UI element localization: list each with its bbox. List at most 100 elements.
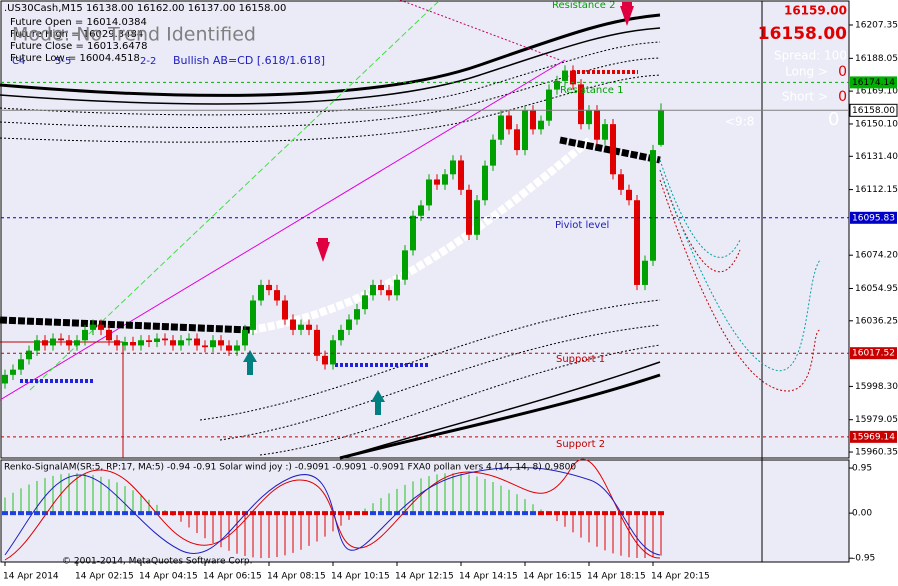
signal-dot [146,511,152,516]
y-tick-label: 16074.20 [855,251,898,261]
indicator-plot [0,459,850,563]
candle-body [314,329,320,356]
x-tick-label: 14 Apr 06:15 [203,572,262,582]
signal-dot [410,511,416,516]
signal-dot [90,511,96,516]
signal-dot [242,511,248,516]
level-annotation: Support 1 [556,354,605,365]
level-label: 16174.14 [852,78,895,88]
wave-label: 2-2 [140,56,156,67]
signal-dot [42,511,48,516]
signal-dot [186,511,192,516]
short-label: Short > [782,90,828,104]
x-tick-label: 14 Apr 12:15 [395,572,454,582]
signal-dot [610,511,616,516]
candle-body [658,110,664,145]
level-annotation: Support 2 [556,439,605,450]
candle-body [50,338,56,346]
signal-dot [402,511,408,516]
level-label: 15969.14 [852,432,895,442]
signal-dot [450,511,456,516]
signal-dot [578,511,584,516]
candle-body [298,324,304,330]
x-tick-label: 14 Apr 14:15 [459,572,518,582]
candle-body [154,338,160,342]
spread: Spread: 100 [774,49,847,63]
renko-trail [249,136,593,334]
candle-body [210,340,216,348]
signal-dot [386,511,392,516]
candle-body [562,70,568,81]
candle-body [274,290,280,301]
band [0,41,661,116]
signal-dot [370,511,376,516]
candle-body [194,338,200,346]
candle-body [266,284,272,291]
signal-dot [10,511,16,516]
candle-body [42,340,48,346]
mode-label: Mode: No Trend Identified [12,24,256,46]
future-low: Future Low = 16004.4518 [10,53,140,64]
signal-dot [602,511,608,516]
candle-body [594,110,600,140]
level-label-box [850,430,897,443]
y-tick-label: 0.95 [852,464,872,474]
candle-body [146,340,152,342]
candle-body [90,324,96,330]
long-label: Long > [785,65,828,79]
signal-dot [570,511,576,516]
candle-body [114,340,120,346]
candle-body [282,300,288,320]
upper-band [0,13,661,97]
wave-label: 5-5 [55,56,71,67]
candle-body [58,338,64,341]
signal-dot [26,511,32,516]
signal-dot [442,511,448,516]
candle-body [330,340,336,365]
candle-body [138,340,144,346]
candle-body [290,319,296,330]
ratio: <9:8 [725,115,754,129]
signal-dot [650,511,656,516]
long-value: 0 [838,64,847,80]
candle-body [306,324,312,330]
candle-body [554,80,560,90]
osc-line [4,459,661,561]
candle-body [122,341,128,346]
candle-body [74,340,80,346]
envelope-lines [0,0,821,460]
candle-body [602,124,608,140]
signal-dot [154,511,160,516]
candle-body [26,350,32,360]
lower-band [339,373,661,460]
wave-label: C4 [12,56,25,67]
signal-dot [594,511,600,516]
y-tick-label: 15998.30 [855,382,898,392]
signal-dot [250,511,256,516]
y-tick-label: 16188.05 [855,54,898,64]
level-label: 16158.00 [852,106,895,116]
signal-dot [74,511,80,516]
signal-dot [258,511,264,516]
signal-dot [658,511,664,516]
candle-body [610,124,616,175]
level-label-box [849,103,898,117]
candle-body [66,340,72,346]
signal-dot [498,511,504,516]
band [339,361,661,459]
signal-dot [290,511,296,516]
level-annotation: Piviot level [555,220,609,231]
trend-line [399,0,561,61]
bid-price: 16158.00 [758,24,847,44]
signal-dot [546,511,552,516]
signal-dot [514,511,520,516]
count: 0 [828,109,839,130]
band [0,74,661,143]
candle-body [2,374,8,384]
signal-dot [490,511,496,516]
level-annotation: Resistance 2 [552,0,615,11]
candle-body [458,160,464,190]
buy-arrow [243,350,257,375]
signal-dot [586,511,592,516]
